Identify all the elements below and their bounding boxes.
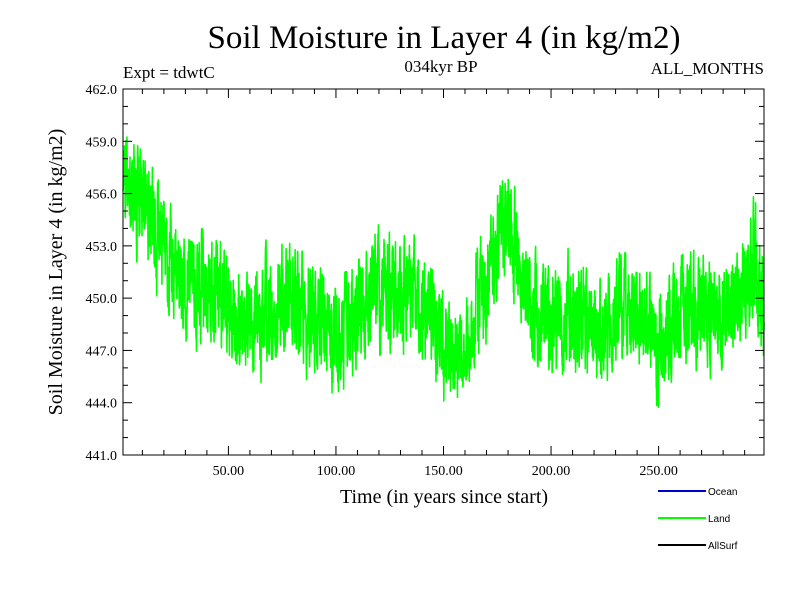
y-tick-label: 459.0	[86, 135, 118, 150]
y-tick-label: 447.0	[86, 344, 118, 359]
y-tick-label: 444.0	[86, 397, 118, 412]
chart-subtitle: 034kyr BP	[404, 57, 477, 76]
data-series-land	[122, 136, 765, 409]
y-tick-label: 453.0	[86, 240, 118, 255]
axes: 441.0 444.0 447.0 450.0 453.0 456.0 459.0 462.0…	[86, 83, 764, 479]
x-tick-label: 250.00	[639, 464, 678, 479]
chart-title: Soil Moisture in Layer 4 (in kg/m2)	[208, 20, 681, 56]
y-tick-label: 450.0	[86, 292, 118, 307]
x-tick-label: 100.00	[317, 464, 356, 479]
x-tick-label: 50.00	[213, 464, 245, 479]
legend-label-land: Land	[708, 514, 730, 525]
legend: Ocean Land AllSurf	[658, 487, 738, 552]
x-tick-label: 150.00	[424, 464, 463, 479]
experiment-label: Expt = tdwtC	[123, 63, 215, 82]
land-series-line	[122, 136, 765, 409]
period-label: ALL_MONTHS	[651, 59, 764, 78]
x-axis-label: Time (in years since start)	[340, 486, 548, 508]
legend-label-allsurf: AllSurf	[708, 541, 738, 552]
y-tick-label: 456.0	[86, 188, 118, 203]
legend-label-ocean: Ocean	[708, 487, 737, 498]
x-tick-label: 200.00	[532, 464, 571, 479]
y-tick-label: 462.0	[86, 83, 118, 98]
y-tick-label: 441.0	[86, 449, 118, 464]
y-axis-label: Soil Moisture in Layer 4 (in kg/m2)	[45, 129, 67, 416]
